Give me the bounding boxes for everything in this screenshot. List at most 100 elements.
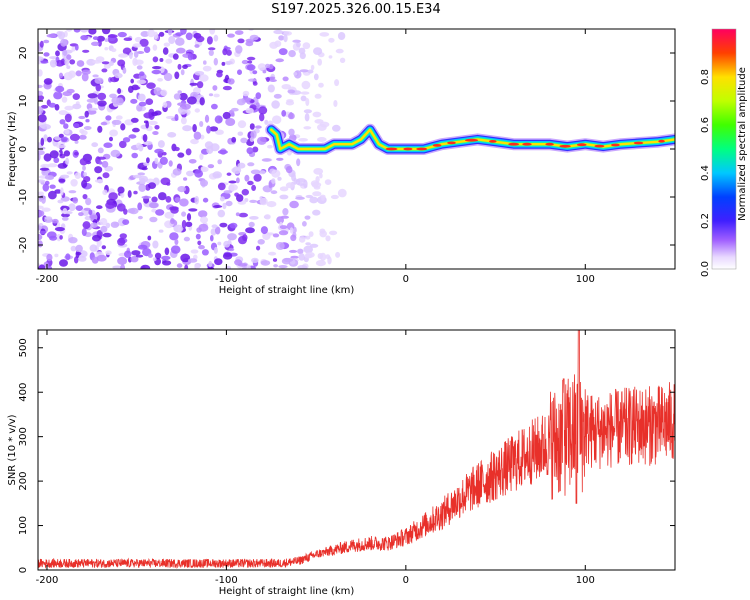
noise-blob (151, 69, 162, 75)
noise-blob (275, 58, 285, 63)
noise-blob (38, 179, 46, 183)
noise-blob (54, 104, 60, 111)
noise-blob (38, 210, 45, 217)
noise-blob (198, 210, 208, 218)
noise-blob (177, 186, 186, 193)
noise-blob (100, 225, 108, 233)
noise-blob (163, 72, 173, 82)
noise-blob (237, 120, 247, 129)
noise-blob (175, 37, 185, 46)
noise-blob (152, 257, 157, 262)
noise-blob (130, 256, 139, 263)
noise-blob (85, 197, 92, 206)
noise-blob (97, 147, 104, 154)
noise-blob (158, 229, 164, 233)
noise-blob (152, 56, 159, 63)
noise-blob (202, 197, 209, 203)
noise-blob (138, 183, 146, 192)
noise-blob (225, 200, 233, 207)
noise-blob (59, 235, 63, 240)
noise-blob (93, 97, 98, 105)
noise-blob (97, 125, 103, 133)
noise-blob (288, 50, 296, 58)
noise-blob (161, 151, 167, 156)
noise-blob (78, 250, 88, 258)
noise-blob (288, 128, 295, 136)
noise-blob (303, 109, 312, 114)
noise-blob (188, 208, 198, 212)
ridge-peak (522, 142, 532, 146)
noise-blob (159, 156, 168, 165)
noise-blob (74, 256, 79, 264)
noise-blob (199, 153, 204, 161)
noise-blob (54, 253, 59, 258)
noise-blob (43, 39, 50, 44)
noise-blob (137, 244, 148, 250)
noise-blob (139, 71, 145, 76)
noise-blob (49, 59, 57, 68)
noise-blob (256, 136, 267, 145)
noise-blob (147, 253, 153, 258)
noise-blob (133, 190, 138, 195)
noise-blob (335, 251, 341, 258)
ridge-peak (416, 147, 428, 151)
noise-blob (227, 233, 237, 241)
noise-blob (213, 205, 223, 208)
noise-blob (48, 102, 56, 108)
noise-blob (55, 50, 60, 57)
noise-blob (145, 98, 154, 105)
noise-blob (302, 221, 307, 227)
noise-blob (80, 130, 88, 136)
noise-blob (94, 179, 103, 183)
noise-blob (319, 230, 328, 238)
snr-y-tick-label: 400 (18, 383, 29, 402)
noise-blob (99, 106, 105, 110)
noise-blob (236, 177, 240, 184)
noise-blob (44, 216, 52, 220)
noise-blob (197, 240, 202, 246)
noise-blob (195, 233, 201, 240)
noise-blob (76, 60, 85, 67)
noise-blob (92, 74, 99, 78)
noise-blob (227, 78, 235, 85)
noise-blob (83, 207, 91, 211)
noise-blob (170, 245, 181, 254)
noise-blob (66, 29, 72, 32)
noise-blob (285, 166, 293, 174)
noise-blob (231, 136, 237, 143)
noise-blob (192, 124, 197, 133)
noise-blob (183, 177, 188, 181)
noise-blob (186, 213, 192, 221)
noise-blob (214, 258, 223, 266)
noise-blob (120, 264, 125, 269)
noise-blob (273, 29, 284, 35)
noise-blob (105, 115, 112, 121)
noise-blob (90, 222, 98, 228)
noise-blob (210, 235, 214, 242)
noise-blob (75, 205, 84, 212)
noise-blob (222, 252, 233, 260)
noise-blob (122, 47, 132, 55)
noise-blob (289, 249, 298, 253)
noise-blob (307, 69, 314, 74)
noise-blob (69, 133, 80, 141)
noise-blob (334, 79, 340, 87)
noise-blob (213, 246, 218, 254)
noise-blob (43, 153, 52, 162)
noise-blob (109, 76, 119, 83)
noise-blob (225, 60, 233, 65)
noise-blob (148, 201, 159, 209)
heatmap-x-tick-label: -100 (215, 274, 238, 285)
noise-blob (154, 125, 160, 130)
noise-blob (75, 244, 83, 253)
noise-blob (208, 93, 214, 97)
noise-blob (219, 222, 228, 228)
ridge-peak (658, 139, 665, 143)
noise-blob (70, 245, 77, 252)
noise-blob (82, 165, 86, 171)
noise-blob (62, 208, 68, 215)
noise-blob (305, 235, 311, 240)
noise-blob (46, 266, 53, 269)
noise-blob (80, 35, 89, 41)
